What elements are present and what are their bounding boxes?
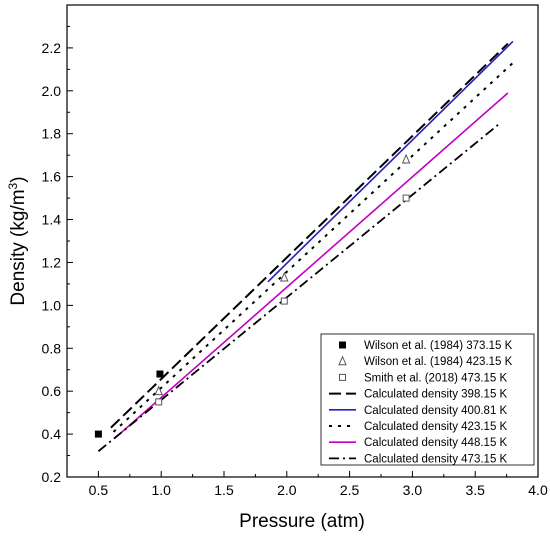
x-tick-label-7: 4.0 xyxy=(528,482,548,498)
y-tick-label-6: 1.4 xyxy=(42,212,62,228)
legend-swatch-1 xyxy=(338,355,347,366)
y-axis-title: Density (kg/m3) xyxy=(6,176,29,305)
series-2-point-2 xyxy=(402,194,410,202)
x-tick-label-3: 2.0 xyxy=(277,482,297,498)
y-tick-label-9: 2.0 xyxy=(42,83,62,99)
series-line-5 xyxy=(112,62,514,433)
series-2-point-1 xyxy=(280,297,288,305)
legend-label-1: Wilson et al. (1984) 423.15 K xyxy=(364,356,513,368)
series-lines xyxy=(97,40,514,452)
series-0-point-1 xyxy=(156,370,164,378)
series-0-point-0 xyxy=(94,430,102,438)
y-tick-label-8: 1.8 xyxy=(42,126,62,142)
legend-label-3: Calculated density 398.15 K xyxy=(364,389,508,401)
legend-swatch-0 xyxy=(339,341,346,349)
series-1-point-0 xyxy=(154,385,163,396)
legend-label-0: Wilson et al. (1984) 373.15 K xyxy=(364,340,513,352)
y-axis-title-sup: 3 xyxy=(6,182,20,189)
legend-label-5: Calculated density 423.15 K xyxy=(364,421,508,433)
legend-label-6: Calculated density 448.15 K xyxy=(364,437,508,449)
x-tick-label-2: 1.5 xyxy=(214,482,234,498)
y-tick-label-5: 1.2 xyxy=(42,254,62,270)
x-tick-label-1: 1.0 xyxy=(151,482,171,498)
series-line-6 xyxy=(114,92,509,439)
series-2-point-0 xyxy=(155,398,163,406)
x-tick-label-5: 3.0 xyxy=(403,482,423,498)
series-line-3 xyxy=(110,42,509,429)
legend-swatch-2 xyxy=(339,373,346,381)
legend-box xyxy=(320,333,535,466)
series-1-point-2 xyxy=(401,153,411,164)
legend-label-7: Calculated density 473.15 K xyxy=(364,453,508,465)
y-axis-title-close: ) xyxy=(8,176,29,182)
y-tick-label-0: 0.2 xyxy=(42,469,62,485)
legend-label-4: Calculated density 400.81 K xyxy=(364,405,508,417)
axis-ticks: 0.5 1.0 1.5 2.0 2.5 3.0 3.5 4.0 0.2 0.4 0.6 0.8 1.0 1… xyxy=(42,25,548,498)
x-tick-label-6: 3.5 xyxy=(465,482,485,498)
series-line-7 xyxy=(97,122,501,452)
y-tick-label-7: 1.6 xyxy=(42,169,62,185)
y-tick-label-2: 0.6 xyxy=(42,383,62,399)
y-tick-label-10: 2.2 xyxy=(42,40,62,56)
y-tick-label-3: 0.8 xyxy=(42,340,62,356)
y-axis-title-main: Density (kg/m xyxy=(8,189,29,305)
x-tick-label-0: 0.5 xyxy=(89,482,109,498)
legend-label-2: Smith et al. (2018) 473.15 K xyxy=(364,372,508,384)
y-tick-label-4: 1.0 xyxy=(42,297,62,313)
x-tick-label-4: 2.5 xyxy=(340,482,360,498)
legend: Wilson et al. (1984) 373.15 K Wilson et a… xyxy=(320,333,535,466)
series-line-4 xyxy=(267,40,514,283)
series-1-point-1 xyxy=(280,271,289,282)
x-axis-title: Pressure (atm) xyxy=(239,511,365,532)
series-markers xyxy=(94,153,411,438)
y-tick-label-1: 0.4 xyxy=(42,426,62,442)
